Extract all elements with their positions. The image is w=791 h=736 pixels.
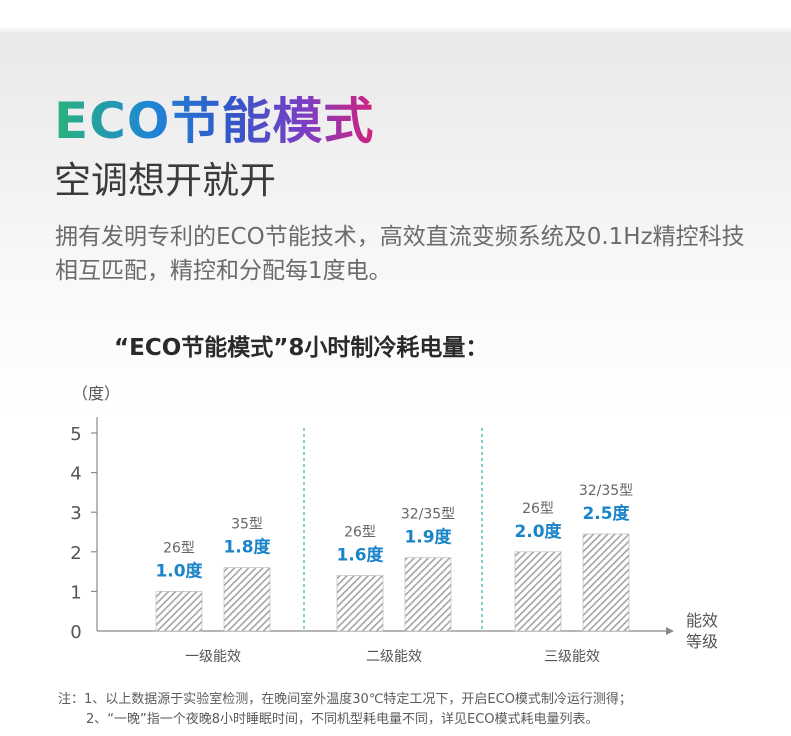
y-tick-label: 2 [70,543,81,564]
feature-description: 拥有发明专利的ECO节能技术，高效直流变频系统及0.1Hz精控科技相互匹配，精控… [55,224,745,284]
footnotes: 注：1、以上数据源于实验室检测，在晚间室外温度30℃特定工况下，开启ECO模式制… [58,690,632,730]
data-bar [514,551,562,632]
bar-model-label: 26型 [522,501,554,517]
data-bar [404,557,452,632]
bar-model-label: 35型 [231,517,263,533]
data-bar [582,533,630,632]
bar-model-label: 32/35型 [401,507,455,523]
footnote-1: 注：1、以上数据源于实验室检测，在晚间室外温度30℃特定工况下，开启ECO模式制… [58,692,632,707]
page-subtitle: 空调想开就开 [54,159,276,202]
y-tick-label: 1 [70,582,81,603]
group-label: 一级能效 [185,649,241,665]
bar-value-label: 2.0度 [514,521,562,542]
footnote-2: 2、“一晚”指一个夜晚8小时睡眠时间，不同机型耗电量不同，详见ECO模式耗电量列… [86,712,599,727]
data-bar [336,575,384,632]
bar-value-label: 2.5度 [582,503,630,524]
y-tick-label: 5 [70,424,81,445]
data-bar [223,567,271,632]
y-tick-label: 4 [70,464,81,485]
y-axis-label: （度） [72,384,120,403]
y-tick-label: 0 [70,622,81,643]
data-bar [155,591,203,632]
bar-model-label: 32/35型 [579,483,633,499]
bar-value-label: 1.9度 [404,527,452,548]
group-label: 二级能效 [366,649,422,665]
bar-value-label: 1.0度 [155,560,203,581]
group-label: 三级能效 [544,649,600,665]
x-axis-label: 能效 [686,611,718,630]
bar-model-label: 26型 [344,525,376,541]
chart-title: “ECO节能模式”8小时制冷耗电量： [114,335,489,361]
page-title: ECO节能模式 [54,92,375,150]
bar-model-label: 26型 [163,540,195,556]
bar-value-label: 1.8度 [223,537,271,558]
x-axis-label: 等级 [686,632,718,651]
x-axis-arrow [666,627,674,635]
bar-value-label: 1.6度 [336,545,384,566]
y-tick-label: 3 [70,503,81,524]
